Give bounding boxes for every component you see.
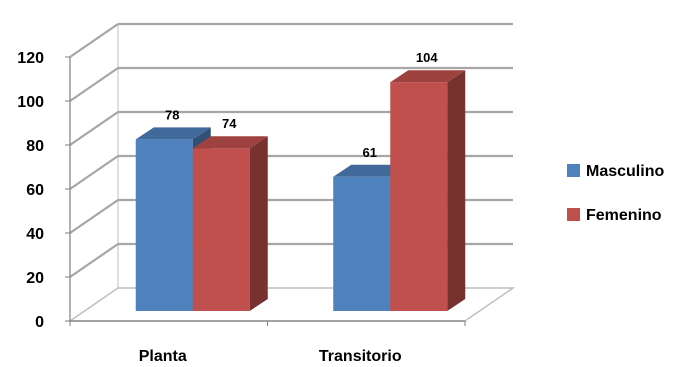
data-label: 104 [416,50,438,65]
y-tick-label: 120 [17,50,44,67]
gridline-diagonal [69,199,119,234]
data-labels: 78 74 61 104 [165,50,438,160]
data-label: 61 [363,145,377,160]
axes [65,56,466,326]
gridline-diagonal [69,23,119,58]
bars [135,70,466,312]
gridline-diagonal [69,111,119,146]
y-tick-label: 20 [26,270,44,287]
bar-top [192,136,268,149]
y-tick-label: 60 [26,182,44,199]
y-tick-label: 100 [17,94,44,111]
y-tick-label: 80 [26,138,44,155]
bar-femenino-planta [192,136,268,311]
legend: Masculino Femenino [567,163,664,224]
y-axis-ticks: 0 20 40 60 80 100 120 [17,50,44,331]
legend-swatch [567,164,580,177]
y-tick-label: 40 [26,226,44,243]
bar-top [333,164,409,177]
bar-side [249,136,268,311]
bar-top [135,127,211,140]
legend-label: Femenino [586,207,662,224]
bar-front [192,148,250,311]
x-category-label: Planta [139,348,187,365]
y-tick-label: 0 [35,314,44,331]
gridline-diagonal [69,155,119,190]
data-label: 74 [222,116,237,131]
bar-front [390,82,448,311]
x-axis-categories: Planta Transitorio [139,348,402,365]
bar-top [390,70,466,83]
data-label: 78 [165,107,179,122]
gridline-diagonal [69,67,119,102]
legend-swatch [567,208,580,221]
bar-side [447,70,466,311]
bar-front [333,176,391,311]
x-category-label: Transitorio [319,348,402,365]
legend-label: Masculino [586,163,664,180]
bar-front [135,139,193,311]
bar-femenino-transitorio [390,70,466,311]
gridline-diagonal [69,243,119,278]
